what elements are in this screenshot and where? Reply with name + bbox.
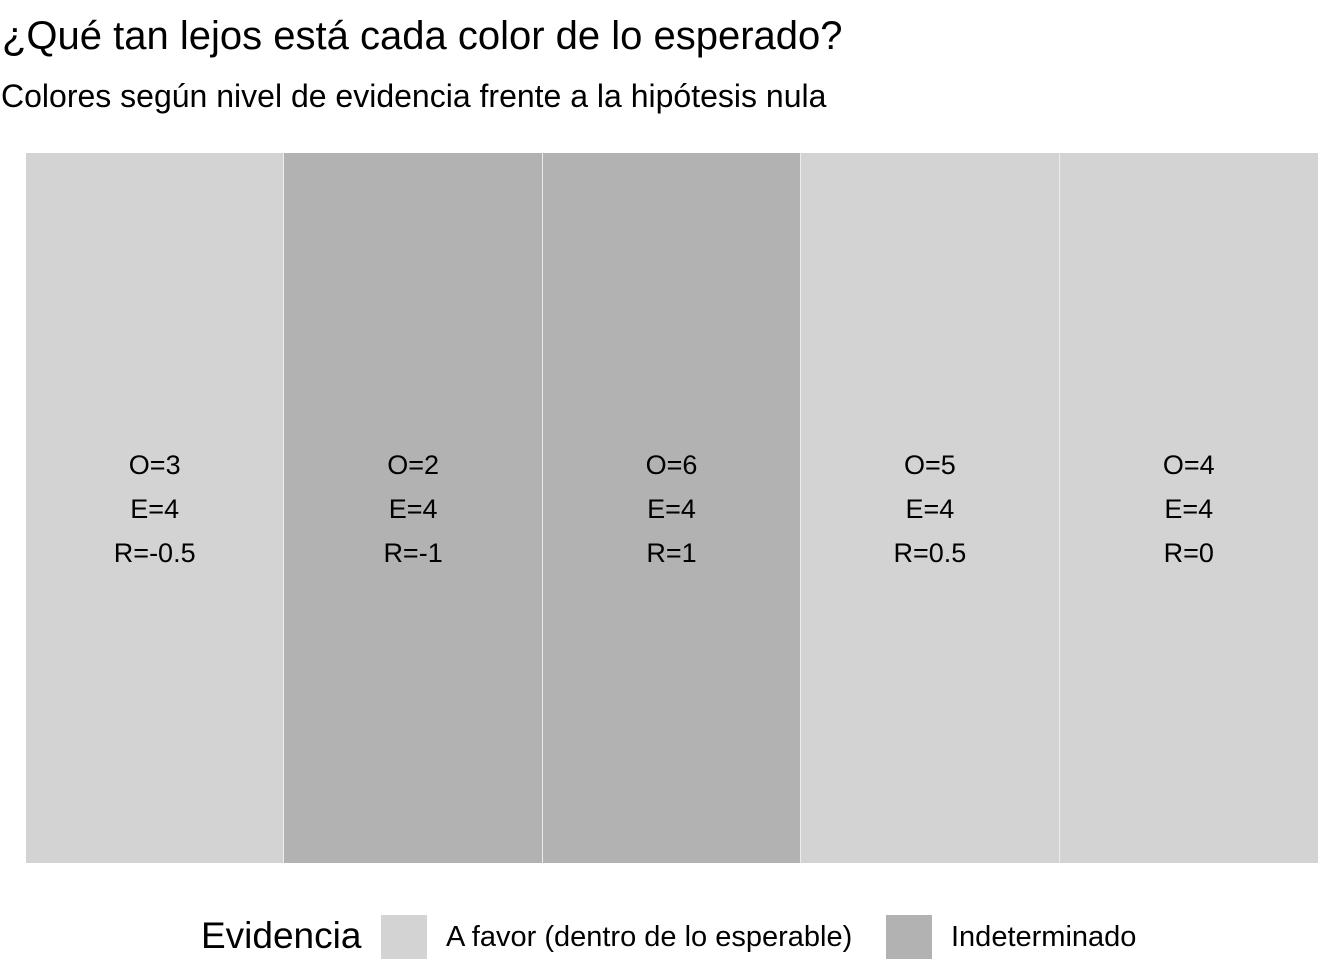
chart-subtitle: Colores según nivel de evidencia frente … [1, 78, 827, 114]
tile-label: O=4 E=4 R=0 [1060, 443, 1318, 575]
tile-label-e: E=4 [905, 494, 955, 524]
tile-cell: O=5 E=4 R=0.5 [801, 153, 1060, 863]
tile-label-o: O=4 [1162, 450, 1215, 480]
tile-label-o: O=2 [387, 450, 439, 480]
tile-cell: O=6 E=4 R=1 [542, 153, 802, 863]
tile-label-o: O=5 [903, 450, 956, 480]
legend-title: Evidencia [201, 915, 362, 956]
tile-cell: O=4 E=4 R=0 [1059, 153, 1318, 863]
legend-label-indeterminado: Indeterminado [951, 921, 1137, 953]
tile-cell: O=2 E=4 R=-1 [284, 153, 543, 863]
legend-key-indeterminado [886, 915, 932, 959]
legend-key-a-favor [381, 915, 427, 959]
tile-label-r: R=1 [646, 538, 697, 568]
tile-label-r: R=-0.5 [113, 538, 196, 568]
tile-label: O=6 E=4 R=1 [543, 443, 800, 575]
tile-label: O=5 E=4 R=0.5 [801, 443, 1058, 575]
legend-label-a-favor: A favor (dentro de lo esperable) [446, 921, 853, 953]
tile-label-e: E=4 [647, 494, 696, 524]
tile-label-r: R=0 [1163, 538, 1214, 568]
legend: Evidencia A favor (dentro de lo esperabl… [0, 912, 1344, 960]
tile-label-r: R=-1 [383, 538, 443, 568]
tile-label: O=2 E=4 R=-1 [284, 443, 541, 575]
tile-cell: O=3 E=4 R=-0.5 [26, 153, 285, 863]
tile-label-o: O=3 [128, 450, 181, 480]
chart-title: ¿Qué tan lejos está cada color de lo esp… [2, 14, 843, 58]
tile-plot-area: O=3 E=4 R=-0.5 O=2 E=4 R=-1 O=6 E=4 R=1 O=5 E=4 R=0… [26, 153, 1318, 863]
tile-label-e: E=4 [130, 494, 180, 524]
tile-label-e: E=4 [388, 494, 438, 524]
tile-label-o: O=6 [645, 450, 698, 480]
tile-label: O=3 E=4 R=-0.5 [26, 443, 283, 575]
tile-label-e: E=4 [1164, 494, 1214, 524]
tile-label-r: R=0.5 [893, 538, 967, 568]
